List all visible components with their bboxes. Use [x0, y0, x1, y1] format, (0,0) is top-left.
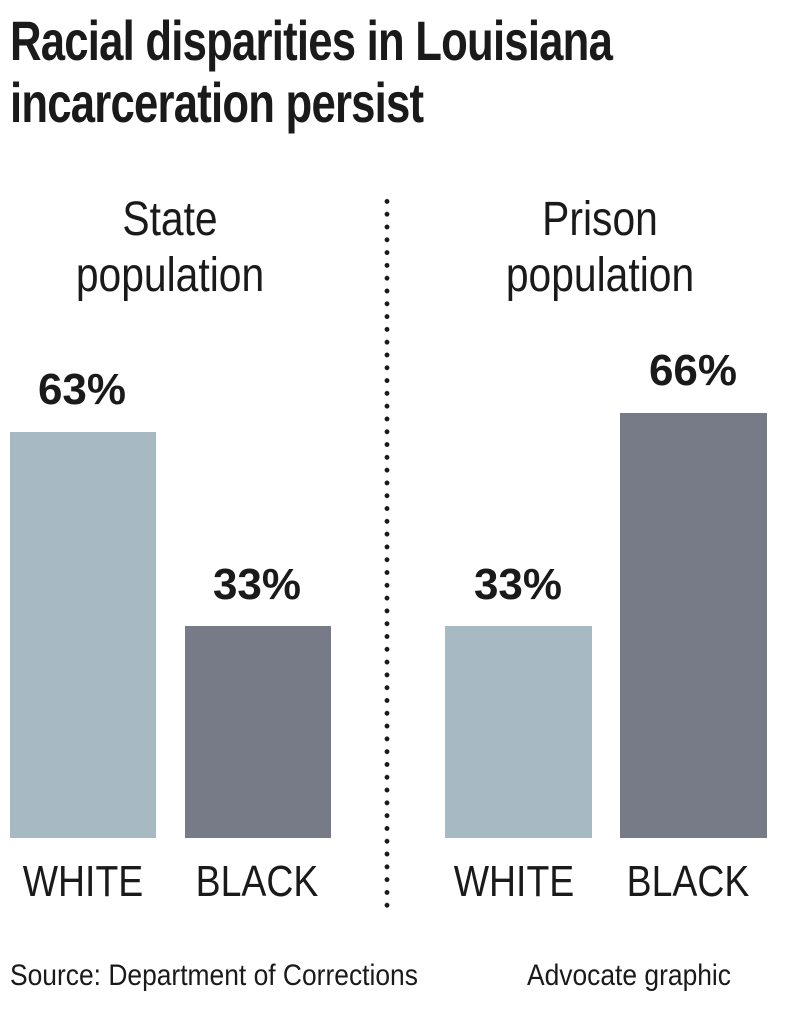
- prison-panel-title: Prison population: [490, 192, 711, 304]
- state-white-label: WHITE: [22, 857, 144, 906]
- prison-white-label: WHITE: [453, 857, 575, 906]
- prison-title-line-1: Prison: [542, 193, 658, 246]
- prison-white-bar: [445, 626, 592, 838]
- prison-title-line-2: population: [505, 249, 695, 302]
- credit-note: Advocate graphic: [527, 959, 731, 992]
- state-title-line-1: State: [122, 193, 218, 246]
- prison-black-bar: [620, 413, 767, 838]
- state-panel-title: State population: [60, 192, 281, 304]
- source-note: Source: Department of Corrections: [10, 959, 418, 992]
- state-white-value: 63%: [37, 365, 127, 414]
- prison-black-label: BLACK: [626, 857, 750, 906]
- prison-black-value: 66%: [648, 346, 738, 395]
- chart-title: Racial disparities in Louisiana incarcer…: [10, 10, 618, 134]
- title-line-1: Racial disparities in Louisiana: [10, 9, 613, 72]
- state-black-value: 33%: [212, 560, 302, 609]
- state-black-bar: [185, 626, 331, 838]
- title-line-2: incarceration persist: [10, 71, 424, 134]
- prison-white-value: 33%: [473, 560, 563, 609]
- state-black-label: BLACK: [195, 857, 319, 906]
- state-white-bar: [10, 432, 156, 838]
- dotted-divider: [384, 195, 390, 913]
- state-title-line-2: population: [75, 249, 265, 302]
